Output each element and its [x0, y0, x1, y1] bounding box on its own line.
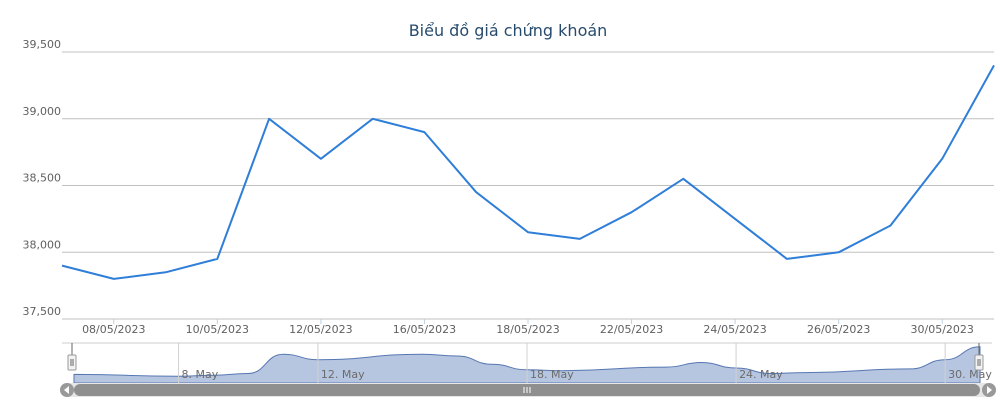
grip-icon	[523, 387, 531, 393]
data-point[interactable]	[58, 262, 66, 270]
chevron-right-icon	[987, 386, 992, 394]
data-point[interactable]	[110, 275, 118, 283]
navigator-tick-label: 12. May	[321, 368, 365, 381]
x-tick-label: 12/05/2023	[289, 323, 352, 336]
y-tick-label: 38,500	[23, 172, 62, 185]
x-tick-label: 18/05/2023	[496, 323, 559, 336]
x-tick-label: 10/05/2023	[186, 323, 249, 336]
price-points	[58, 61, 998, 283]
scrollbar-left-button[interactable]	[60, 383, 74, 397]
data-point[interactable]	[990, 61, 998, 69]
data-point[interactable]	[783, 255, 791, 263]
handle-box[interactable]	[67, 354, 77, 371]
navigator-tick-label: 18. May	[530, 368, 574, 381]
x-axis-ticks	[113, 319, 943, 324]
data-point[interactable]	[420, 128, 428, 136]
x-tick-label: 24/05/2023	[703, 323, 766, 336]
y-tick-label: 39,500	[23, 38, 62, 51]
data-point[interactable]	[938, 155, 946, 163]
handle-box[interactable]	[974, 354, 984, 371]
x-tick-label: 26/05/2023	[807, 323, 870, 336]
navigator-tick-label: 24. May	[739, 368, 783, 381]
y-axis-labels: 37,500 38,000 38,500 39,000 39,500	[23, 38, 62, 318]
navigator[interactable]: 8. May 12. May 18. May 24. May 30. May	[62, 342, 993, 384]
data-point[interactable]	[472, 188, 480, 196]
data-point[interactable]	[835, 248, 843, 256]
navigator-area	[73, 346, 981, 384]
navigator-right-handle[interactable]	[974, 343, 984, 371]
data-point[interactable]	[679, 175, 687, 183]
data-point[interactable]	[317, 155, 325, 163]
data-point[interactable]	[524, 228, 532, 236]
data-point[interactable]	[886, 222, 894, 230]
chevron-left-icon	[64, 386, 69, 394]
y-tick-label: 39,000	[23, 105, 62, 118]
x-tick-label: 22/05/2023	[600, 323, 663, 336]
price-series-line	[61, 64, 995, 280]
navigator-tick-label: 30. May	[948, 368, 992, 381]
data-point[interactable]	[265, 115, 273, 123]
data-point[interactable]	[213, 255, 221, 263]
navigator-grid	[178, 343, 946, 383]
data-point[interactable]	[731, 215, 739, 223]
data-point[interactable]	[628, 208, 636, 216]
x-axis-labels: 08/05/2023 10/05/2023 12/05/2023 16/05/2023…	[82, 323, 974, 336]
data-point[interactable]	[369, 115, 377, 123]
chart-title: Biểu đồ giá chứng khoán	[409, 21, 608, 40]
y-tick-label: 38,000	[23, 238, 62, 251]
data-point[interactable]	[162, 268, 170, 276]
data-point[interactable]	[576, 235, 584, 243]
grid-lines	[62, 51, 994, 320]
scrollbar-right-button[interactable]	[982, 383, 996, 397]
navigator-tick-label: 8. May	[182, 368, 219, 381]
navigator-labels: 8. May 12. May 18. May 24. May 30. May	[182, 368, 993, 381]
navigator-left-handle[interactable]	[67, 343, 77, 371]
y-tick-label: 37,500	[23, 305, 62, 318]
scrollbar[interactable]	[60, 383, 996, 397]
x-tick-label: 30/05/2023	[911, 323, 974, 336]
x-tick-label: 08/05/2023	[82, 323, 145, 336]
x-tick-label: 16/05/2023	[393, 323, 456, 336]
